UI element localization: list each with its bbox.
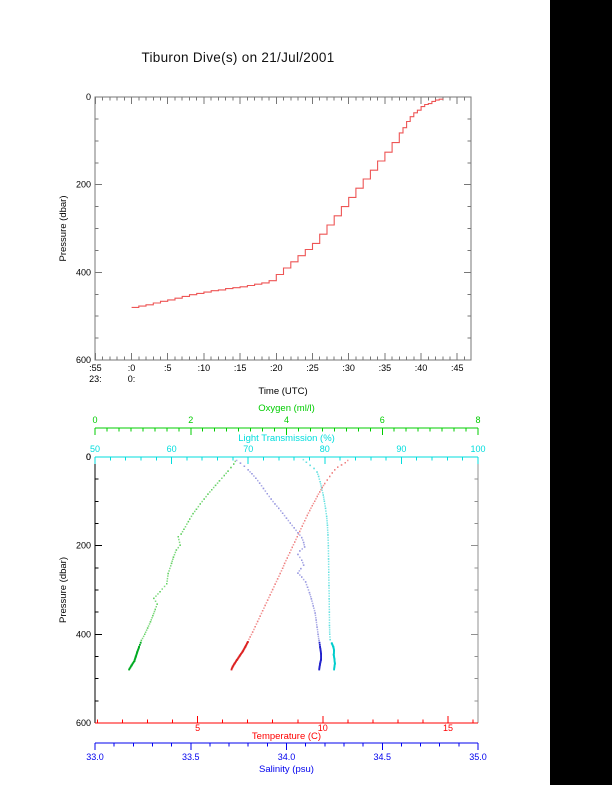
ctd-profiles-chart: 0 200 400 600 Pressure (dbar) 0 2 4 6 8 Oxygen (ml… (58, 403, 487, 775)
svg-text:0:: 0: (128, 374, 136, 384)
oxygen-profile-dots (128, 460, 236, 671)
svg-text:2: 2 (188, 415, 193, 425)
svg-text:6: 6 (380, 415, 385, 425)
svg-text:Oxygen (ml/l): Oxygen (ml/l) (258, 403, 314, 414)
svg-text:33.0: 33.0 (86, 752, 104, 762)
svg-text::10: :10 (198, 363, 211, 373)
svg-text:15: 15 (443, 723, 453, 733)
svg-text:100: 100 (470, 444, 485, 454)
svg-text:400: 400 (76, 629, 91, 639)
salinity-profile-dots (235, 459, 322, 671)
page-title: Tiburon Dive(s) on 21/Jul/2001 (141, 50, 335, 65)
svg-text::5: :5 (164, 363, 172, 373)
svg-text:10: 10 (318, 723, 328, 733)
svg-text:200: 200 (76, 180, 91, 190)
svg-text::30: :30 (342, 363, 355, 373)
svg-text:0: 0 (92, 415, 97, 425)
svg-text::20: :20 (270, 363, 283, 373)
svg-text:Temperature (C): Temperature (C) (252, 731, 321, 742)
svg-text:Time (UTC): Time (UTC) (258, 386, 307, 397)
svg-text:80: 80 (320, 444, 330, 454)
transmission-axis: 50 60 70 80 90 100 Light Transmission (%) (90, 433, 486, 464)
svg-text:34.0: 34.0 (278, 752, 296, 762)
svg-text:Pressure (dbar): Pressure (dbar) (58, 196, 69, 262)
svg-text:Salinity (psu): Salinity (psu) (259, 764, 314, 775)
svg-text::55: :55 (89, 363, 102, 373)
svg-text:0: 0 (86, 452, 91, 462)
dive-profile-line (131, 98, 444, 308)
svg-text:70: 70 (243, 444, 253, 454)
svg-text:0: 0 (86, 92, 91, 102)
svg-text::0: :0 (128, 363, 136, 373)
svg-text:8: 8 (475, 415, 480, 425)
salinity-axis: 33.0 33.5 34.0 34.5 35.0 Salinity (psu) (86, 742, 487, 775)
svg-text:33.5: 33.5 (182, 752, 200, 762)
svg-text:600: 600 (76, 718, 91, 728)
light-transmission-profile-dots (302, 458, 336, 671)
svg-text:4: 4 (284, 415, 289, 425)
svg-text::15: :15 (234, 363, 247, 373)
svg-text::45: :45 (451, 363, 464, 373)
svg-text:90: 90 (396, 444, 406, 454)
svg-text::35: :35 (379, 363, 392, 373)
svg-text:60: 60 (167, 444, 177, 454)
right-black-band (550, 0, 612, 785)
svg-text:0: 0 (86, 452, 91, 462)
svg-text:23:: 23: (89, 374, 102, 384)
svg-text:34.5: 34.5 (373, 752, 391, 762)
svg-text:400: 400 (76, 267, 91, 277)
svg-text:Pressure (dbar): Pressure (dbar) (58, 557, 69, 623)
svg-text:Light Transmission (%): Light Transmission (%) (238, 433, 335, 444)
temperature-profile-dots (230, 459, 349, 671)
svg-text:50: 50 (90, 444, 100, 454)
dive-profile-chart: :55 :0 :5 :10 :15 :20 :25 :30 :35 :40 :45 23: 0: Time… (58, 92, 472, 397)
svg-text:35.0: 35.0 (469, 752, 487, 762)
oxygen-axis: 0 2 4 6 8 Oxygen (ml/l) (92, 403, 481, 435)
svg-text:200: 200 (76, 541, 91, 551)
svg-text:600: 600 (76, 355, 91, 365)
svg-text::40: :40 (415, 363, 428, 373)
svg-text:5: 5 (195, 723, 200, 733)
svg-text::25: :25 (306, 363, 319, 373)
temperature-axis: 5 10 15 Temperature (C) (95, 716, 478, 742)
